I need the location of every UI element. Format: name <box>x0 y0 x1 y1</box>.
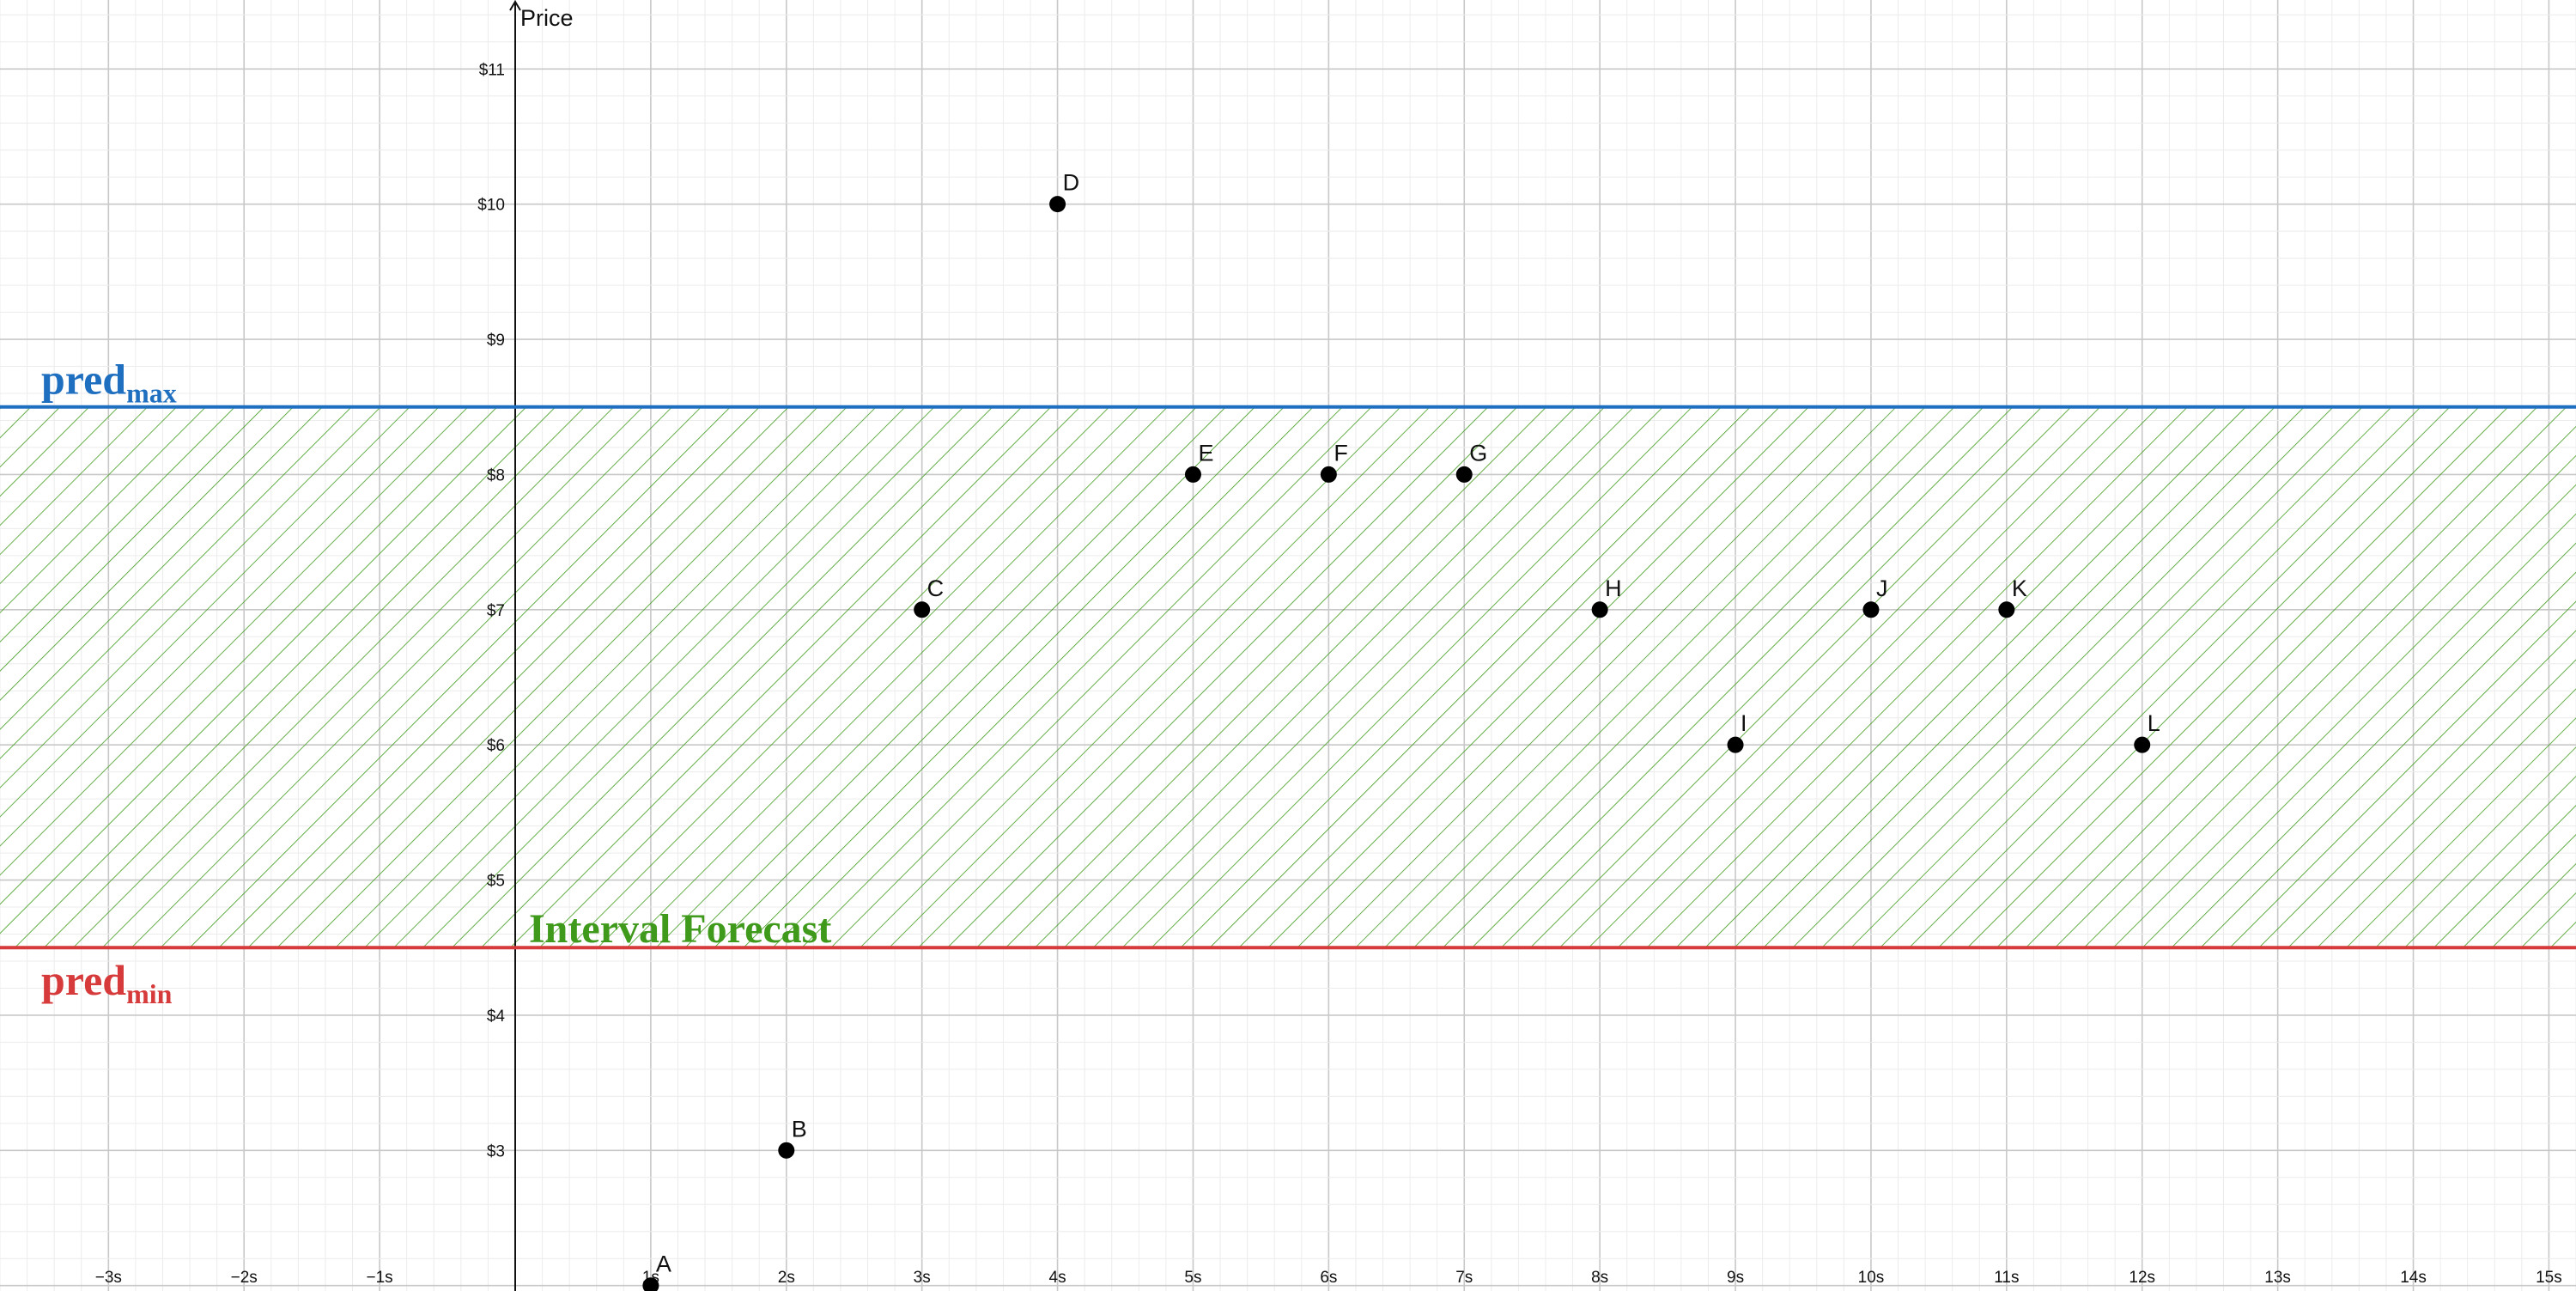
point-label-f: F <box>1334 440 1348 466</box>
interval-forecast-band <box>0 406 2576 948</box>
point-label-l: L <box>2148 710 2160 736</box>
y-axis-title: Price <box>520 5 574 31</box>
point-label-i: I <box>1741 710 1747 736</box>
point-label-h: H <box>1605 575 1622 601</box>
point-label-e: E <box>1198 440 1213 466</box>
y-tick-label: $4 <box>487 1008 506 1026</box>
point-label-a: A <box>656 1251 671 1277</box>
pred-min-label: predmin <box>41 956 173 1009</box>
data-point-i <box>1727 736 1744 753</box>
x-tick-label: 14s <box>2400 1269 2427 1287</box>
x-tick-label: 15s <box>2536 1269 2562 1287</box>
y-axis-arrow-icon <box>509 0 521 11</box>
pred-max-label: predmax <box>41 356 177 409</box>
y-tick-label: $8 <box>487 466 505 484</box>
y-tick-label: $10 <box>477 197 505 215</box>
axes <box>509 0 521 1291</box>
point-label-j: J <box>1876 575 1888 601</box>
y-tick-label: $6 <box>487 737 505 755</box>
x-tick-label: 8s <box>1591 1269 1608 1287</box>
data-points: A B C D E F G H I J K L <box>642 170 2160 1291</box>
x-tick-label: 4s <box>1049 1269 1066 1287</box>
x-tick-label: 9s <box>1727 1269 1744 1287</box>
point-label-k: K <box>2012 575 2027 601</box>
data-point-e <box>1184 466 1201 483</box>
point-label-d: D <box>1063 170 1080 196</box>
x-tick-label: 7s <box>1455 1269 1473 1287</box>
data-point-l <box>2134 736 2151 753</box>
interval-forecast-label: Interval Forecast <box>529 906 831 952</box>
data-point-c <box>914 601 931 618</box>
x-tick-label: −1s <box>367 1269 393 1287</box>
y-tick-label: $5 <box>487 873 505 891</box>
prediction-lines <box>0 405 2576 950</box>
data-point-g <box>1455 466 1473 483</box>
data-point-a <box>642 1277 659 1291</box>
y-tick-label: $11 <box>479 61 505 79</box>
x-tick-label: 11s <box>1994 1269 2019 1287</box>
x-tick-label: 13s <box>2264 1269 2291 1287</box>
y-tick-label: $9 <box>487 332 505 350</box>
y-tick-label: $3 <box>487 1142 505 1160</box>
data-point-f <box>1320 466 1337 483</box>
x-tick-label: 3s <box>914 1269 931 1287</box>
point-label-b: B <box>792 1116 807 1142</box>
data-point-d <box>1049 196 1066 213</box>
x-tick-label: −2s <box>231 1269 258 1287</box>
data-point-j <box>1862 601 1880 618</box>
data-point-k <box>1998 601 2015 618</box>
x-tick-label: 6s <box>1320 1269 1337 1287</box>
data-point-b <box>778 1142 795 1159</box>
x-tick-label: 5s <box>1184 1269 1201 1287</box>
point-label-g: G <box>1469 440 1487 466</box>
x-tick-label: 10s <box>1858 1269 1885 1287</box>
x-tick-label: −3s <box>95 1269 122 1287</box>
x-tick-label: 12s <box>2129 1269 2155 1287</box>
x-tick-label: 2s <box>778 1269 795 1287</box>
annotations: Price predmax predmin Interval Forecast <box>41 5 831 1009</box>
y-tick-label: $7 <box>487 602 505 620</box>
tick-labels: −3s−2s−1s1s2s3s4s5s6s7s8s9s10s11s12s13s1… <box>95 61 2562 1287</box>
data-point-h <box>1591 601 1608 618</box>
point-label-c: C <box>927 575 945 601</box>
